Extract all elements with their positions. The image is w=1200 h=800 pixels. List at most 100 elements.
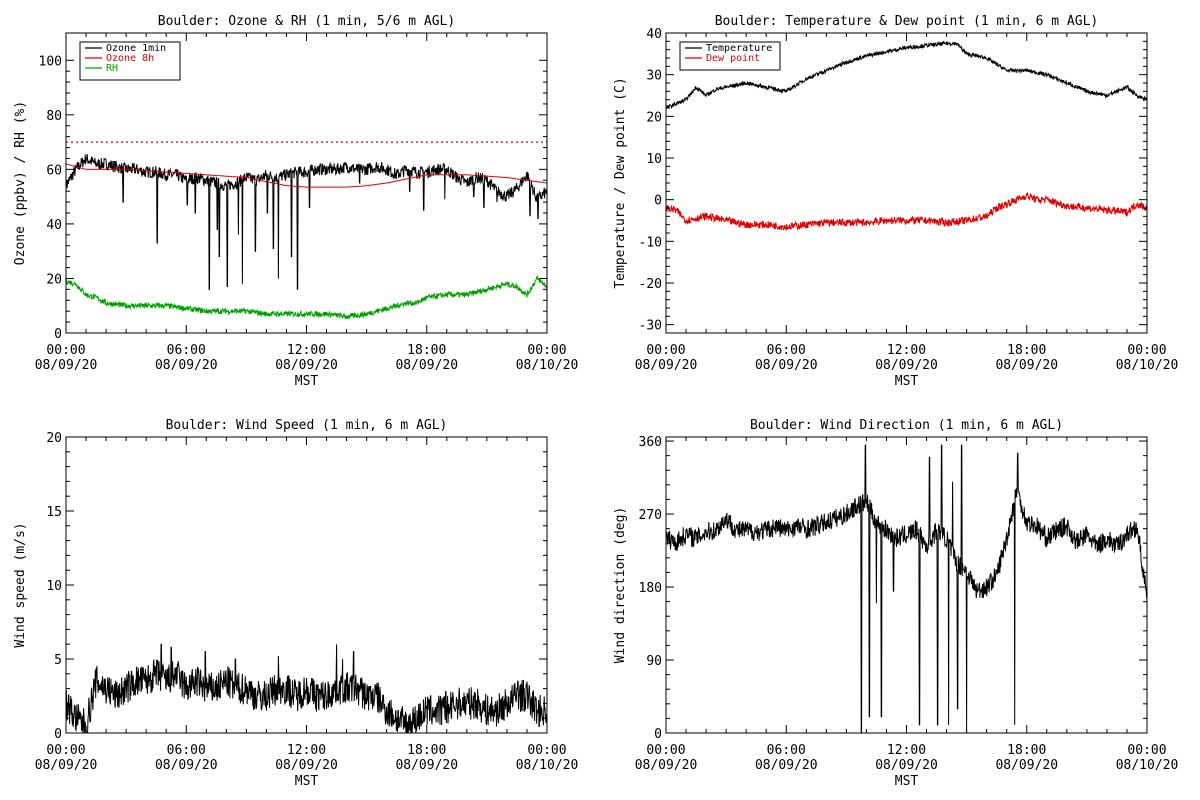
x-tick-label-date: 08/09/20 (995, 758, 1058, 773)
x-axis-label: MST (295, 774, 319, 789)
x-tick-label: 00:00 (527, 743, 566, 758)
x-tick-label: 00:00 (1127, 343, 1166, 358)
x-tick-label-date: 08/09/20 (995, 358, 1058, 373)
x-tick-label-date: 08/09/20 (875, 758, 938, 773)
x-tick-label: 18:00 (407, 743, 446, 758)
x-tick-label: 00:00 (527, 343, 566, 358)
series-line-temperature (666, 40, 1147, 110)
chart-ozone-rh: Boulder: Ozone & RH (1 min, 5/6 m AGL) Oz… (13, 14, 578, 389)
x-tick-label-date: 08/09/20 (275, 358, 338, 373)
y-tick-label: 100 (39, 54, 62, 69)
y-tick-label: 20 (46, 431, 62, 446)
y-tick-label: 0 (654, 727, 662, 742)
plot-area (666, 444, 1147, 733)
x-tick-label: 18:00 (1007, 343, 1046, 358)
y-axis-label: Temperature / Dew point (C) (613, 77, 628, 288)
x-tick-label-date: 08/09/20 (755, 758, 818, 773)
x-tick-label: 06:00 (167, 743, 206, 758)
y-tick-label: 5 (54, 653, 62, 668)
x-axis-label: MST (895, 374, 919, 389)
y-tick-label: -10 (639, 235, 662, 250)
x-tick-label-date: 08/09/20 (875, 358, 938, 373)
y-tick-label: 270 (639, 508, 662, 523)
chart-title: Boulder: Wind Speed (1 min, 6 m AGL) (166, 418, 448, 433)
x-tick-label-date: 08/10/20 (516, 358, 579, 373)
y-tick-label: 10 (46, 579, 62, 594)
y-tick-label: 0 (654, 194, 662, 209)
y-tick-label: 80 (46, 109, 62, 124)
series-line-ozone-8h (66, 163, 547, 188)
legend-entry: Temperature (706, 43, 772, 54)
x-tick-label: 00:00 (646, 743, 685, 758)
y-tick-label: 40 (46, 218, 62, 233)
plot-area (66, 141, 547, 320)
plot-frame (665, 436, 1148, 734)
x-axis-label: MST (895, 774, 919, 789)
y-axis-label: Ozone (ppbv) / RH (%) (13, 101, 28, 265)
x-tick-label: 00:00 (46, 743, 85, 758)
series-line-wind-speed (66, 643, 547, 733)
y-tick-label: 10 (646, 152, 662, 167)
x-tick-label: 12:00 (887, 743, 926, 758)
x-tick-label-date: 08/09/20 (35, 758, 98, 773)
y-axis-label: Wind speed (m/s) (13, 522, 28, 647)
y-tick-label: 360 (639, 435, 662, 450)
y-tick-label: 0 (54, 727, 62, 742)
legend-entry: Ozone 1min (106, 43, 166, 54)
x-tick-label-date: 08/09/20 (755, 358, 818, 373)
x-tick-label-date: 08/10/20 (516, 758, 579, 773)
x-tick-label: 18:00 (407, 343, 446, 358)
chart-temp-dew: Boulder: Temperature & Dew point (1 min,… (613, 14, 1178, 389)
chart-wind-direction: Boulder: Wind Direction (1 min, 6 m AGL)… (613, 418, 1178, 789)
x-tick-label-date: 08/09/20 (635, 358, 698, 373)
y-tick-label: 0 (54, 327, 62, 342)
chart-title: Boulder: Temperature & Dew point (1 min,… (715, 14, 1099, 29)
x-tick-label-date: 08/09/20 (395, 358, 458, 373)
x-tick-label: 06:00 (167, 343, 206, 358)
x-tick-label: 00:00 (46, 343, 85, 358)
plot-area (66, 643, 547, 733)
y-tick-label: 20 (646, 110, 662, 125)
y-tick-label: 15 (46, 505, 62, 520)
chart-title: Boulder: Wind Direction (1 min, 6 m AGL) (750, 418, 1063, 433)
legend-box (679, 41, 781, 71)
x-tick-label: 06:00 (767, 343, 806, 358)
x-tick-label-date: 08/09/20 (155, 358, 218, 373)
x-tick-label: 06:00 (767, 743, 806, 758)
y-tick-label: -30 (639, 319, 662, 334)
y-tick-label: 40 (646, 27, 662, 42)
y-tick-label: 180 (639, 581, 662, 596)
x-tick-label-date: 08/10/20 (1116, 758, 1179, 773)
y-axis-label: Wind direction (deg) (613, 507, 628, 664)
legend-entry: Dew point (706, 53, 760, 64)
x-tick-label: 12:00 (887, 343, 926, 358)
series-line-dew-point (666, 192, 1147, 231)
series-line-rh (66, 274, 547, 320)
y-tick-label: 90 (646, 654, 662, 669)
legend-entry: Ozone 8h (106, 53, 154, 64)
x-tick-label: 00:00 (646, 343, 685, 358)
x-tick-label-date: 08/09/20 (635, 758, 698, 773)
series-line-ozone-1min (66, 153, 547, 290)
chart-title: Boulder: Ozone & RH (1 min, 5/6 m AGL) (158, 14, 455, 29)
x-tick-label-date: 08/10/20 (1116, 358, 1179, 373)
legend-box (79, 41, 181, 81)
x-tick-label-date: 08/09/20 (275, 758, 338, 773)
y-tick-label: 60 (46, 163, 62, 178)
x-tick-label: 18:00 (1007, 743, 1046, 758)
plot-frame (665, 32, 1148, 334)
x-axis-label: MST (295, 374, 319, 389)
x-tick-label-date: 08/09/20 (395, 758, 458, 773)
y-tick-label: 20 (46, 272, 62, 287)
legend-entry: RH (106, 63, 118, 74)
series-line-wind-direction (666, 444, 1147, 733)
chart-wind-speed: Boulder: Wind Speed (1 min, 6 m AGL) Wind… (13, 418, 578, 789)
x-tick-label: 00:00 (1127, 743, 1166, 758)
x-tick-label: 12:00 (287, 743, 326, 758)
plot-area (666, 40, 1147, 231)
y-tick-label: -20 (639, 277, 662, 292)
x-tick-label: 12:00 (287, 343, 326, 358)
x-tick-label-date: 08/09/20 (35, 358, 98, 373)
y-tick-label: 30 (646, 69, 662, 84)
